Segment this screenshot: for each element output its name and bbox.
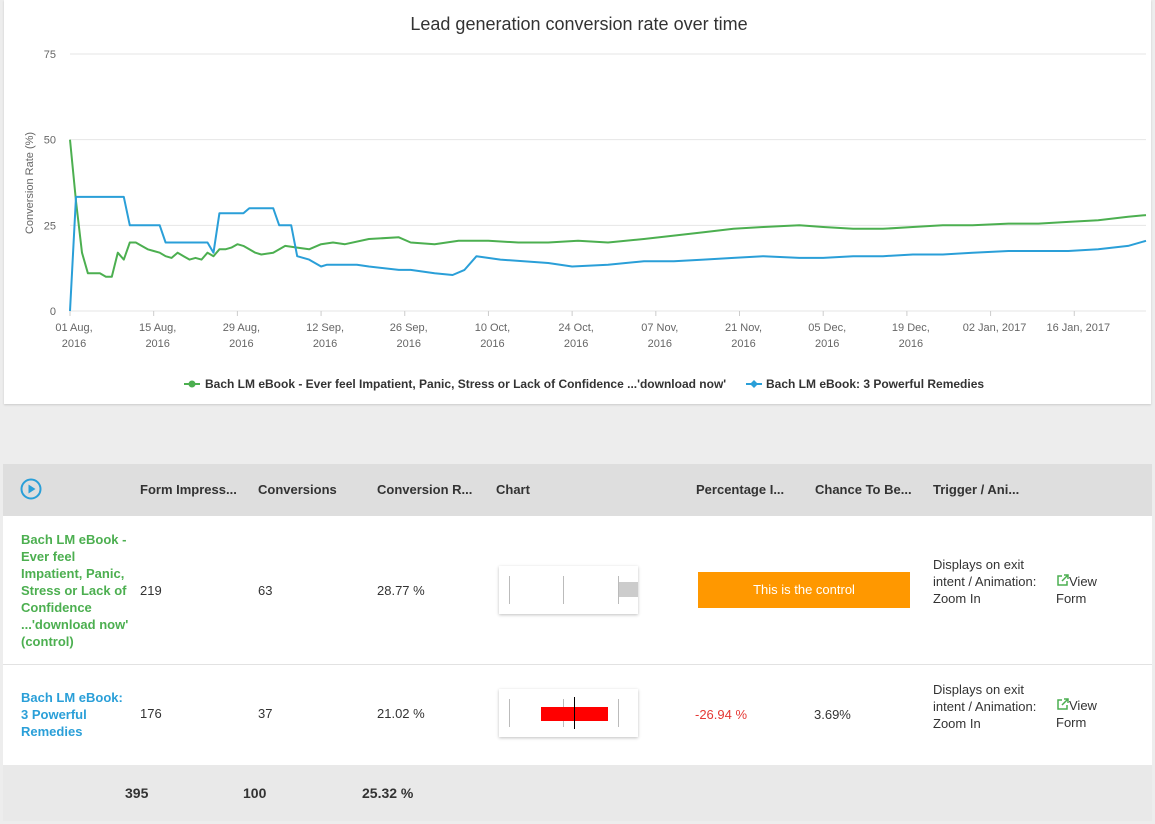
y-tick-label: 0 — [50, 306, 56, 318]
results-table: Form Impress... Conversions Conversion R… — [3, 464, 1152, 821]
view-form-label: View Form — [1056, 698, 1097, 730]
conversion-rate-value: 28.77 % — [377, 583, 425, 598]
x-tick-label: 19 Dec, 2016 — [892, 322, 930, 350]
x-tick-label: 01 Aug, 2016 — [55, 322, 92, 350]
x-tick-label: 29 Aug, 2016 — [223, 322, 260, 350]
legend: Bach LM eBook - Ever feel Impatient, Pan… — [184, 377, 984, 391]
y-axis-title: Conversion Rate (%) — [24, 132, 36, 234]
grid-lines — [70, 53, 1146, 312]
y-tick-label: 50 — [44, 135, 56, 147]
mini-chart-bar — [619, 582, 638, 597]
series-line-control — [69, 139, 1147, 278]
control-badge: This is the control — [698, 572, 910, 608]
mini-chart-remedies — [499, 689, 638, 737]
legend-label-blue: Bach LM eBook: 3 Powerful Remedies — [766, 377, 984, 391]
view-form-link[interactable]: View Form — [1056, 697, 1116, 731]
y-axis-ticks: 0 25 50 75 — [44, 49, 56, 318]
external-link-icon — [1057, 574, 1069, 586]
chart-card: Lead generation conversion rate over tim… — [4, 0, 1151, 404]
x-axis-ticks: 01 Aug, 2016 15 Aug, 2016 29 Aug, 2016 12 Sep,… — [55, 311, 1110, 350]
view-form-link[interactable]: View Form — [1056, 573, 1116, 607]
legend-marker-blue — [750, 380, 758, 388]
total-conversion-rate: 25.32 % — [362, 785, 414, 801]
x-tick-label: 16 Jan, 2017 — [1046, 322, 1110, 334]
mini-chart-tick — [563, 576, 564, 604]
header-percentage[interactable]: Percentage I... — [696, 482, 785, 497]
mini-chart-mean-line — [574, 697, 575, 729]
x-tick-label: 26 Sep, 2016 — [390, 322, 428, 350]
x-tick-label: 05 Dec, 2016 — [808, 322, 846, 350]
variant-name-remedies[interactable]: Bach LM eBook: 3 Powerful Remedies — [21, 690, 123, 739]
table-header: Form Impress... Conversions Conversion R… — [3, 464, 1152, 516]
mini-chart-control — [499, 566, 638, 614]
x-tick-label: 02 Jan, 2017 — [963, 322, 1027, 334]
impressions-value: 219 — [140, 583, 162, 598]
mini-chart-tick — [618, 699, 619, 727]
chance-to-beat-value: 3.69% — [814, 707, 851, 722]
impressions-value: 176 — [140, 706, 162, 721]
header-chart[interactable]: Chart — [496, 482, 530, 497]
trigger-text: Displays on exit intent / Animation: Zoo… — [933, 557, 1037, 606]
view-form-label: View Form — [1056, 574, 1097, 606]
legend-label-green: Bach LM eBook - Ever feel Impatient, Pan… — [205, 377, 726, 391]
header-form-impressions[interactable]: Form Impress... — [140, 482, 237, 497]
table-row: Bach LM eBook - Ever feel Impatient, Pan… — [3, 516, 1152, 665]
series-line-remedies — [69, 195, 1147, 312]
table-totals: 395 100 25.32 % — [3, 765, 1152, 821]
conversion-rate-value: 21.02 % — [377, 706, 425, 721]
y-tick-label: 25 — [44, 220, 56, 232]
x-tick-label: 10 Oct, 2016 — [475, 322, 510, 350]
conversions-value: 37 — [258, 706, 273, 721]
x-tick-label: 12 Sep, 2016 — [306, 322, 344, 350]
x-tick-label: 21 Nov, 2016 — [725, 322, 762, 350]
header-chance[interactable]: Chance To Be... — [815, 482, 912, 497]
table-row: Bach LM eBook: 3 Powerful Remedies 176 3… — [3, 665, 1152, 765]
header-conversion-rate[interactable]: Conversion R... — [377, 482, 473, 497]
series-lines — [69, 139, 1147, 312]
play-icon[interactable] — [20, 478, 42, 500]
mini-chart-tick — [509, 699, 510, 727]
total-impressions: 395 — [125, 785, 149, 801]
mini-chart-tick — [509, 576, 510, 604]
total-conversions: 100 — [243, 785, 267, 801]
legend-item-blue-series[interactable]: Bach LM eBook: 3 Powerful Remedies — [746, 377, 984, 391]
conversions-value: 63 — [258, 583, 273, 598]
header-conversions[interactable]: Conversions — [258, 482, 337, 497]
legend-item-green-series[interactable]: Bach LM eBook - Ever feel Impatient, Pan… — [184, 377, 726, 391]
x-tick-label: 15 Aug, 2016 — [139, 322, 176, 350]
y-tick-label: 75 — [44, 49, 56, 61]
header-trigger[interactable]: Trigger / Ani... — [933, 482, 1020, 497]
variant-name-control[interactable]: Bach LM eBook - Ever feel Impatient, Pan… — [21, 532, 129, 649]
chart-title: Lead generation conversion rate over tim… — [410, 14, 747, 34]
line-chart: Lead generation conversion rate over tim… — [24, 14, 1147, 391]
legend-marker-green — [188, 380, 196, 388]
x-tick-label: 07 Nov, 2016 — [641, 322, 678, 350]
x-tick-label: 24 Oct, 2016 — [558, 322, 593, 350]
mini-chart-tick — [618, 576, 619, 604]
percentage-improvement-value: -26.94 % — [695, 707, 748, 722]
external-link-icon — [1057, 698, 1069, 710]
trigger-text: Displays on exit intent / Animation: Zoo… — [933, 682, 1037, 731]
